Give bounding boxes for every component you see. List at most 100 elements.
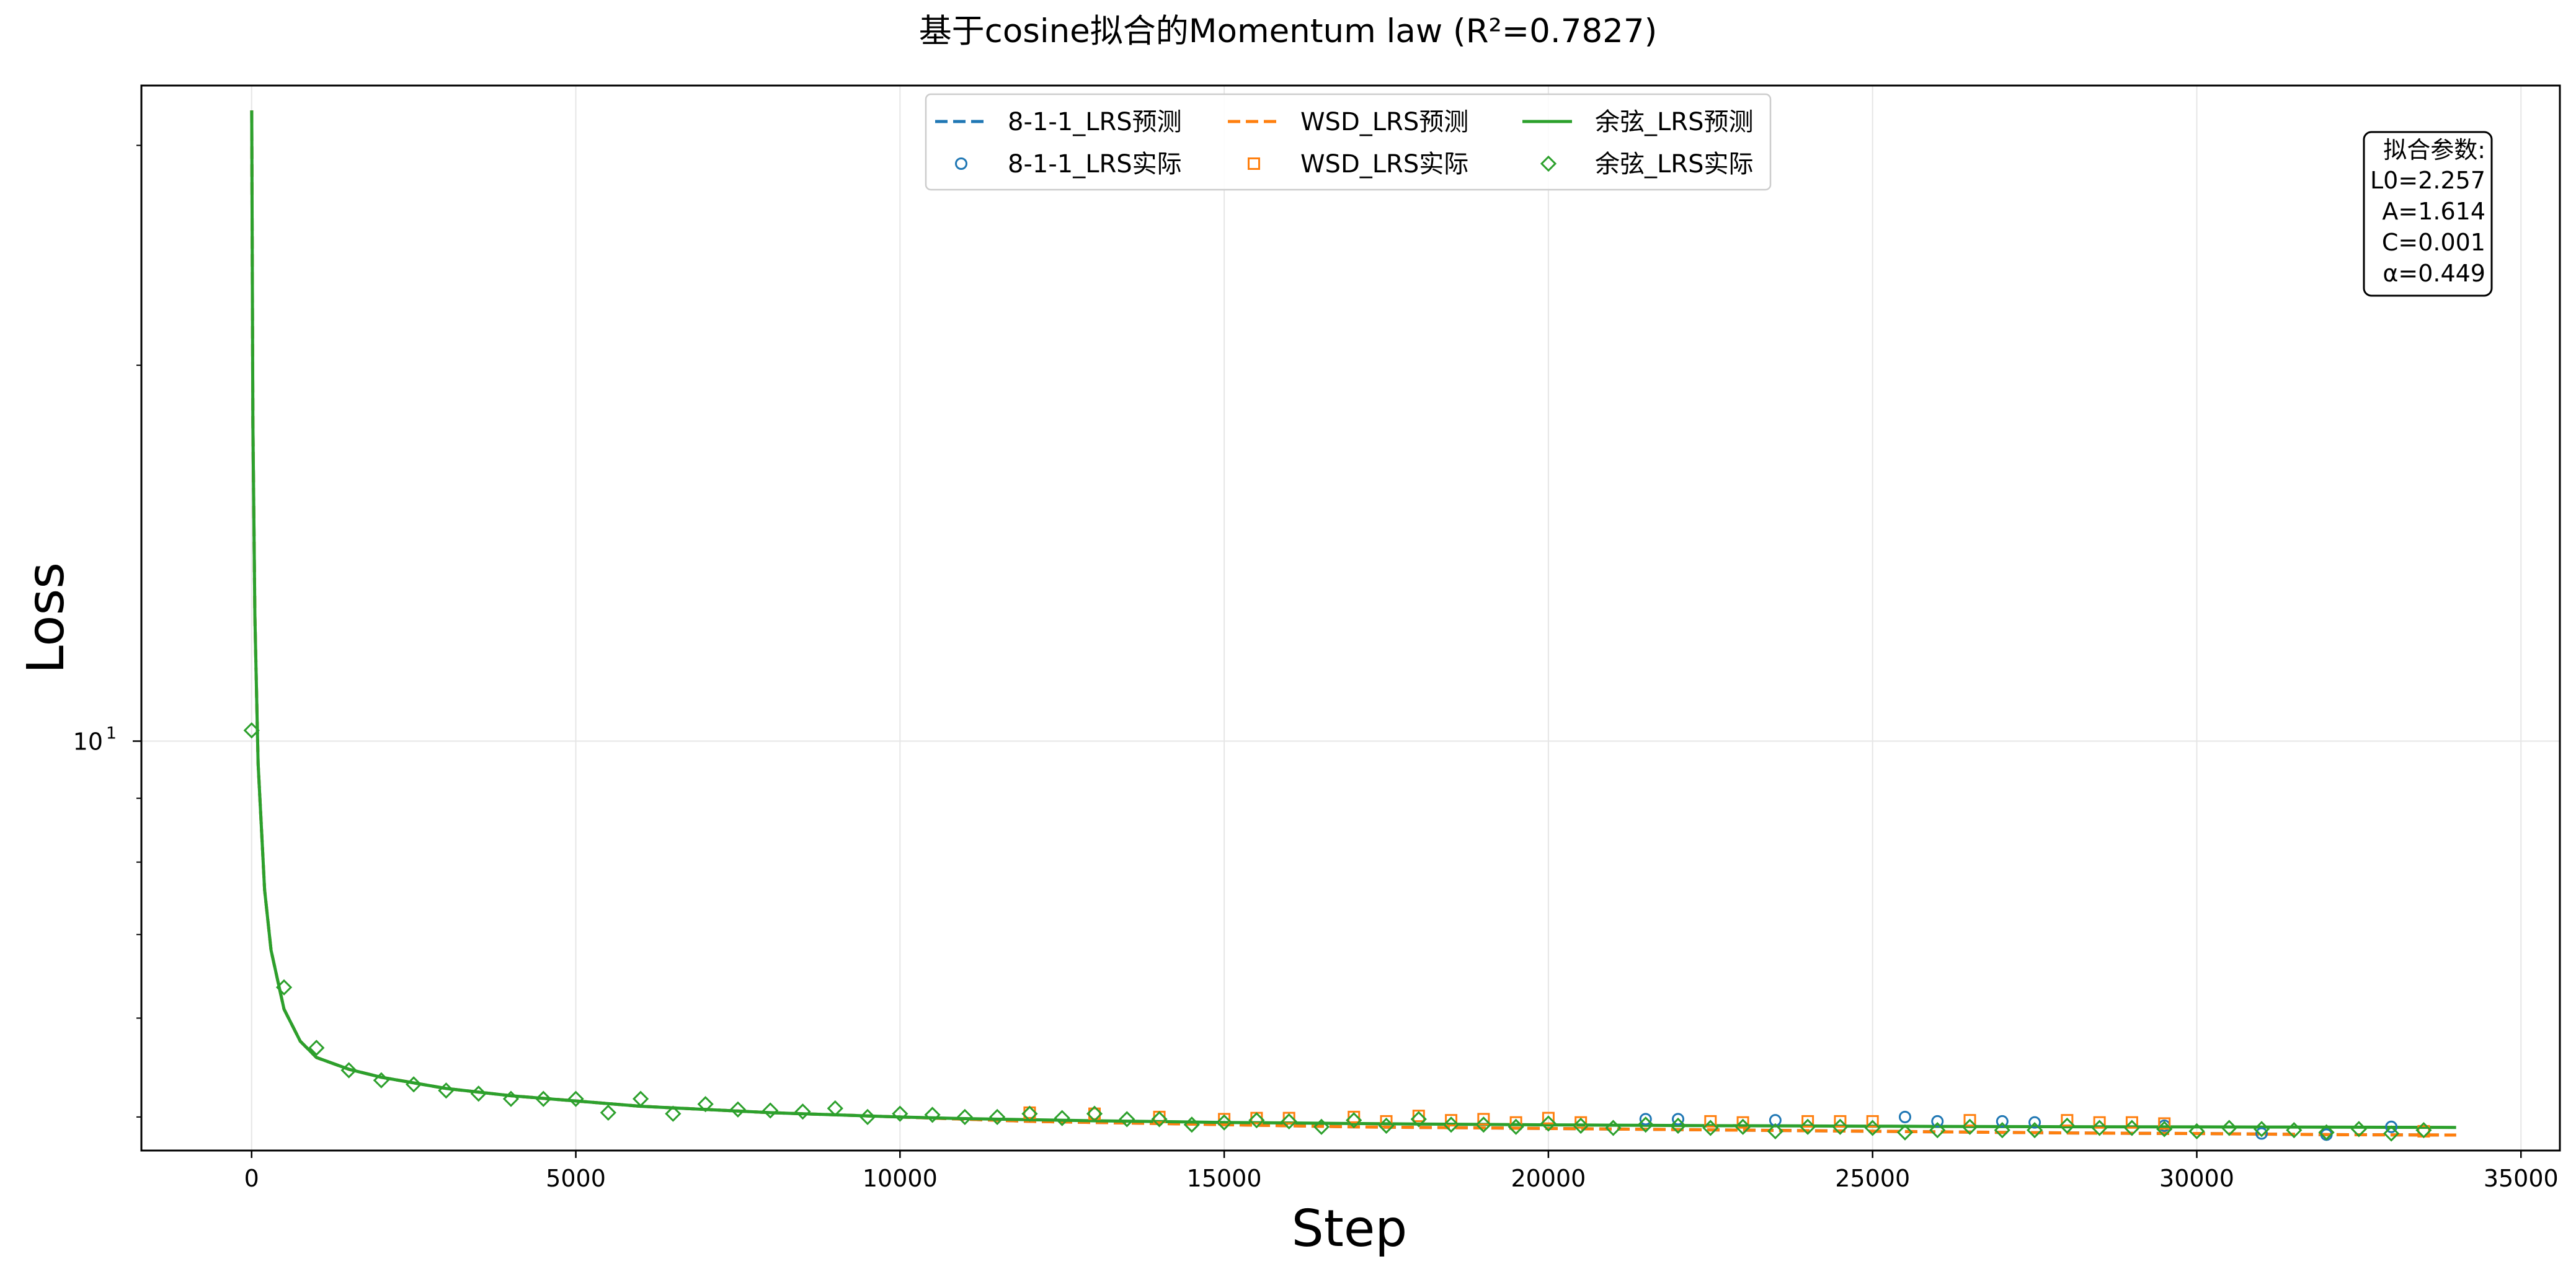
data-point xyxy=(1929,1121,1946,1139)
y-tick-exponent: 1 xyxy=(106,724,117,743)
data-point xyxy=(1281,1113,1297,1130)
legend-entry: 余弦_LRS实际 xyxy=(1540,150,1753,179)
legend-marker-swatch xyxy=(1248,157,1260,170)
data-point xyxy=(1088,1107,1101,1120)
data-point xyxy=(1348,1110,1361,1123)
data-point xyxy=(1442,1116,1460,1133)
data-point xyxy=(2059,1117,2076,1134)
data-point xyxy=(2158,1117,2171,1130)
data-point xyxy=(438,1082,455,1099)
legend-marker-swatch xyxy=(1540,155,1557,172)
data-point xyxy=(1896,1124,1914,1141)
data-point xyxy=(2350,1121,2367,1138)
data-point xyxy=(1215,1114,1233,1131)
legend-entry: 8-1-1_LRS实际 xyxy=(955,150,1182,179)
data-point xyxy=(1313,1118,1330,1135)
data-point xyxy=(1412,1110,1425,1123)
data-point xyxy=(2123,1120,2141,1136)
data-point xyxy=(2093,1116,2106,1129)
grid-lines xyxy=(141,86,2560,1151)
data-point xyxy=(729,1101,747,1118)
legend-entry: 8-1-1_LRS预测 xyxy=(935,108,1182,136)
data-point xyxy=(1866,1115,1879,1128)
fit-param-value: C=0.001 xyxy=(2382,229,2485,256)
data-point xyxy=(2156,1121,2173,1138)
data-point xyxy=(1669,1117,1687,1134)
x-tick-label: 5000 xyxy=(546,1165,606,1192)
legend-label: 余弦_LRS实际 xyxy=(1595,150,1753,179)
data-point xyxy=(1054,1110,1070,1126)
x-tick-label: 10000 xyxy=(863,1165,938,1192)
data-point xyxy=(859,1108,876,1125)
data-point xyxy=(2286,1121,2303,1139)
legend-entry: WSD_LRS预测 xyxy=(1228,108,1468,136)
data-point xyxy=(1151,1111,1168,1128)
data-point xyxy=(1605,1120,1622,1136)
data-point xyxy=(1801,1115,1814,1128)
x-tick-label: 15000 xyxy=(1187,1165,1262,1192)
legend-label: 8-1-1_LRS实际 xyxy=(1008,150,1182,179)
x-tick-label: 0 xyxy=(244,1165,259,1192)
legend-label: 余弦_LRS预测 xyxy=(1595,108,1753,136)
fit-params-frame xyxy=(2363,131,2493,297)
data-point xyxy=(1475,1116,1492,1133)
data-point xyxy=(1183,1116,1200,1133)
x-tick-label: 25000 xyxy=(1835,1165,1910,1192)
plot-series xyxy=(243,110,2456,1142)
data-point xyxy=(1639,1113,1652,1126)
data-point xyxy=(1508,1118,1524,1135)
data-point xyxy=(1963,1114,1976,1127)
fit-param-value: A=1.614 xyxy=(2382,198,2485,225)
data-point xyxy=(535,1090,552,1107)
data-point xyxy=(1573,1117,1589,1134)
data-point xyxy=(243,722,260,739)
data-point xyxy=(1086,1105,1103,1122)
x-tick-label: 20000 xyxy=(1511,1165,1586,1192)
data-point xyxy=(1509,1116,1522,1129)
data-point xyxy=(1542,1111,1555,1125)
data-point xyxy=(1445,1114,1458,1127)
data-point xyxy=(892,1105,908,1122)
data-point xyxy=(1736,1116,1749,1129)
data-point xyxy=(827,1100,843,1117)
data-point xyxy=(340,1062,357,1079)
x-axis-label: Step xyxy=(1292,1200,1408,1258)
data-point xyxy=(1704,1115,1717,1128)
data-point xyxy=(1477,1113,1490,1126)
data-point xyxy=(2188,1123,2205,1140)
data-point xyxy=(956,1108,974,1125)
series-markers-5 xyxy=(243,722,2432,1142)
data-point xyxy=(665,1105,682,1122)
data-point xyxy=(794,1103,811,1120)
data-point xyxy=(1864,1120,1881,1136)
data-point xyxy=(1702,1120,1719,1136)
legend-entry: 余弦_LRS预测 xyxy=(1522,108,1753,136)
axis-ticks: 0 5000 10000 15000 20000 25000 30000 35000 10 1 xyxy=(73,144,2559,1192)
data-point xyxy=(308,1040,325,1056)
x-tick-label: 35000 xyxy=(2484,1165,2559,1192)
legend-frame xyxy=(925,93,1772,191)
data-point xyxy=(1282,1111,1295,1125)
fit-param-value: L0=2.257 xyxy=(2370,167,2485,194)
fit-params-box: 拟合参数: L0=2.257 A=1.614 C=0.001 α=0.449 xyxy=(2363,131,2493,297)
chart-title: 基于cosine拟合的Momentum law (R²=0.7827) xyxy=(919,12,1658,50)
plot-frame xyxy=(140,84,2561,1152)
legend-entry: WSD_LRS实际 xyxy=(1248,150,1468,179)
data-point xyxy=(1248,1112,1265,1129)
data-point xyxy=(2125,1116,2138,1129)
data-point xyxy=(1021,1105,1038,1122)
data-point xyxy=(1637,1116,1654,1133)
data-point xyxy=(502,1090,520,1107)
data-point xyxy=(2383,1125,2400,1142)
data-point xyxy=(373,1072,389,1089)
data-point xyxy=(1832,1118,1849,1135)
data-point xyxy=(470,1085,487,1102)
data-point xyxy=(1931,1115,1944,1128)
data-point xyxy=(989,1108,1006,1125)
data-point xyxy=(2415,1121,2432,1139)
data-point xyxy=(1898,1110,1911,1123)
legend-label: 8-1-1_LRS预测 xyxy=(1008,108,1182,136)
data-point xyxy=(1380,1115,1393,1128)
